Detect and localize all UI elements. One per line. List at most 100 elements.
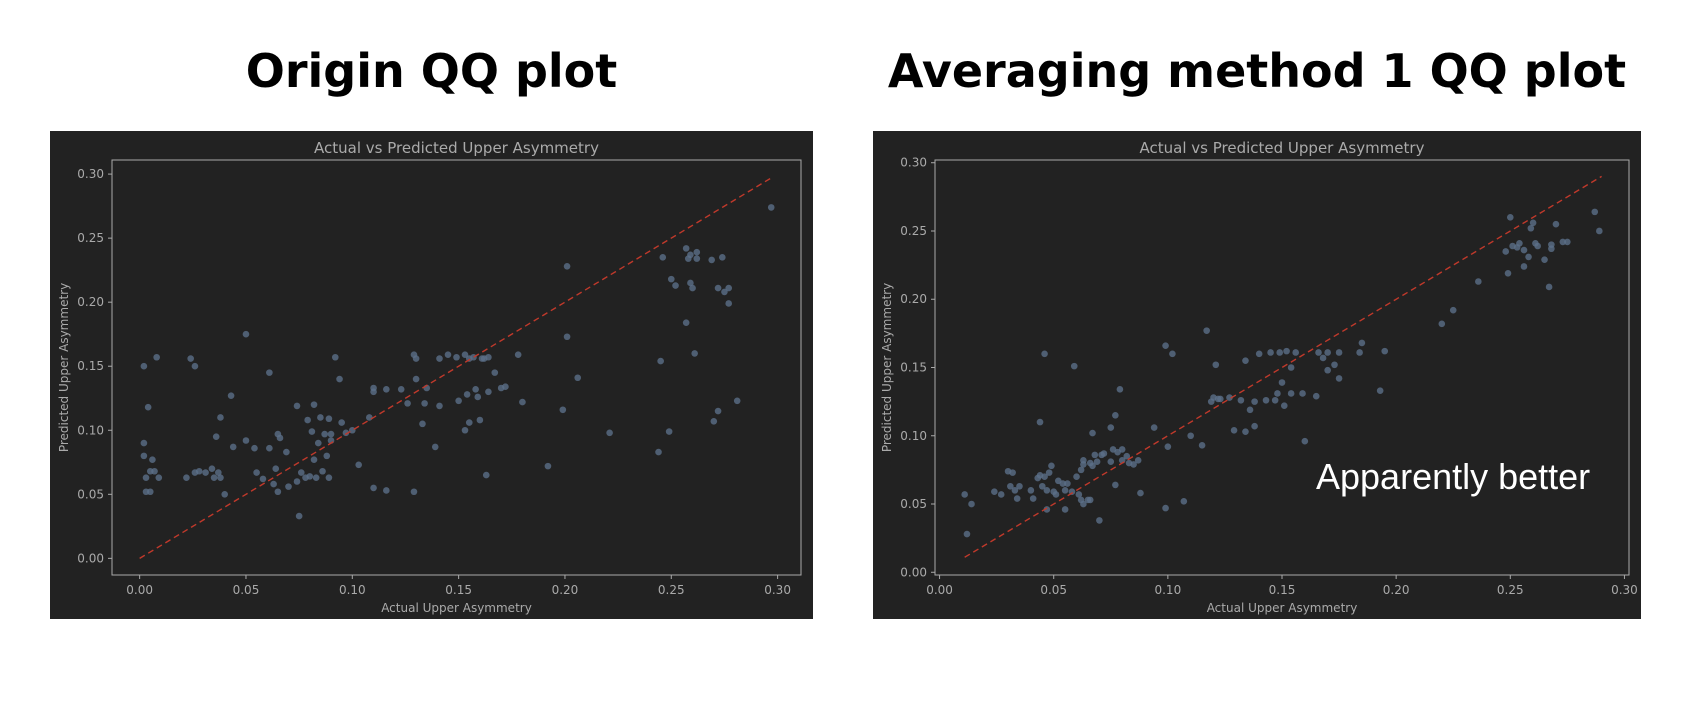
chart0-point	[331, 353, 339, 361]
chart1-point	[1096, 517, 1103, 524]
chart0-point	[657, 357, 664, 365]
chart1-point	[1312, 392, 1320, 400]
chart0-point	[519, 398, 526, 406]
chart1-point	[1271, 396, 1279, 404]
chart1-point	[1559, 238, 1567, 246]
chart0-xtick-label: 0.25	[658, 583, 685, 597]
chart0-point	[312, 474, 320, 481]
chart0-point	[215, 469, 222, 476]
chart1-xtick-label: 0.10	[1154, 583, 1181, 597]
chart1-point	[1112, 481, 1119, 489]
chart1-point	[991, 488, 998, 496]
chart1-point	[1016, 482, 1023, 490]
chart1-point	[1164, 443, 1172, 450]
chart0-point	[338, 419, 345, 426]
chart0-point	[297, 469, 305, 476]
chart1-point	[1137, 489, 1144, 497]
chart1-point	[1086, 496, 1094, 504]
chart0-point	[682, 319, 690, 326]
chart0-point	[485, 353, 492, 361]
chart0-point	[482, 471, 490, 479]
chart1-point	[1324, 349, 1331, 356]
chart1-point	[1449, 306, 1457, 314]
chart0-point	[310, 456, 318, 464]
chart0-point	[719, 254, 726, 261]
chart1-ytick-label: 0.15	[900, 361, 927, 375]
chart0-point	[474, 393, 482, 401]
chart1-point	[997, 491, 1005, 498]
chart1-point	[1080, 457, 1087, 464]
chart0-point	[461, 351, 469, 358]
chart1-point	[1591, 208, 1599, 216]
chart0-point	[419, 420, 426, 428]
chart0-point	[370, 384, 377, 392]
chart0-point	[342, 429, 350, 437]
chart1-point	[1251, 398, 1258, 405]
chart0-point	[383, 487, 390, 494]
chart1-point	[1093, 458, 1101, 465]
chart1-point	[1255, 350, 1263, 358]
chart0-point	[272, 465, 280, 472]
chart0-point	[295, 512, 303, 520]
chart0-point	[453, 353, 460, 361]
chart1-point	[1116, 386, 1124, 393]
chart-panel-origin: Actual vs Predicted Upper Asymmetry 0.00 0…	[50, 131, 813, 619]
chart0-point	[693, 248, 701, 256]
chart1-point	[1027, 487, 1035, 494]
chart0-point	[153, 353, 160, 361]
chart0-point	[308, 428, 316, 435]
chart1-ytick-label: 0.00	[900, 565, 927, 579]
chart0-point	[682, 245, 690, 252]
chart0-point	[259, 475, 267, 483]
chart1-point	[1118, 446, 1126, 453]
chart1-point	[1287, 390, 1295, 397]
chart0-point	[563, 333, 571, 341]
chart0-point	[217, 414, 224, 421]
chart0-point	[348, 426, 356, 434]
chart0-ytick-label: 0.15	[77, 359, 104, 373]
chart1-xlabel: Actual Upper Asymmetry	[1207, 601, 1358, 615]
chart0-point	[574, 374, 582, 382]
heading-origin: Origin QQ plot	[245, 44, 618, 98]
chart1-point	[1548, 245, 1555, 253]
chart1-point	[1123, 452, 1131, 460]
chart1-xtick-label: 0.00	[926, 583, 953, 597]
chart1-point	[1064, 480, 1071, 487]
chart0-point	[444, 351, 452, 358]
chart0-xtick-label: 0.00	[126, 583, 153, 597]
chart1-point	[1169, 350, 1176, 358]
chart1-point	[1059, 480, 1067, 487]
chart0-title: Actual vs Predicted Upper Asymmetry	[314, 139, 599, 157]
chart0-point	[221, 491, 229, 498]
chart1-point	[1299, 390, 1306, 397]
chart-panel-averaging: Actual vs Predicted Upper Asymmetry 0.00 0…	[873, 131, 1641, 619]
annotation-apparently-better: Apparently better	[1316, 456, 1591, 497]
chart1-point	[1091, 451, 1099, 459]
chart1-point	[1013, 495, 1021, 502]
chart0-point	[383, 385, 390, 393]
chart1-point	[1552, 220, 1560, 228]
chart0-point	[323, 452, 331, 460]
chart1-point	[1246, 406, 1254, 414]
chart0-point	[314, 439, 322, 447]
chart1-point	[1080, 500, 1087, 508]
chart0-xtick-label: 0.30	[764, 583, 791, 597]
chart1-point	[1150, 424, 1158, 431]
chart0-point	[253, 469, 260, 476]
chart0-point	[210, 474, 218, 481]
chart1-point	[1438, 320, 1446, 328]
chart0-point	[689, 284, 696, 292]
chart1-ytick-label: 0.20	[900, 292, 927, 306]
chart0-point	[325, 415, 333, 423]
chart0-point	[266, 444, 273, 452]
chart0-point	[767, 204, 775, 211]
chart1-point	[1198, 442, 1206, 449]
chart0-point	[476, 416, 484, 424]
chart0-point	[140, 362, 148, 370]
chart1-point	[1502, 248, 1510, 255]
chart1-point	[1292, 349, 1299, 356]
chart0-ytick-label: 0.10	[77, 423, 104, 437]
chart0-point	[470, 353, 477, 361]
chart0-point	[687, 251, 694, 259]
chart1-point	[1162, 504, 1169, 512]
